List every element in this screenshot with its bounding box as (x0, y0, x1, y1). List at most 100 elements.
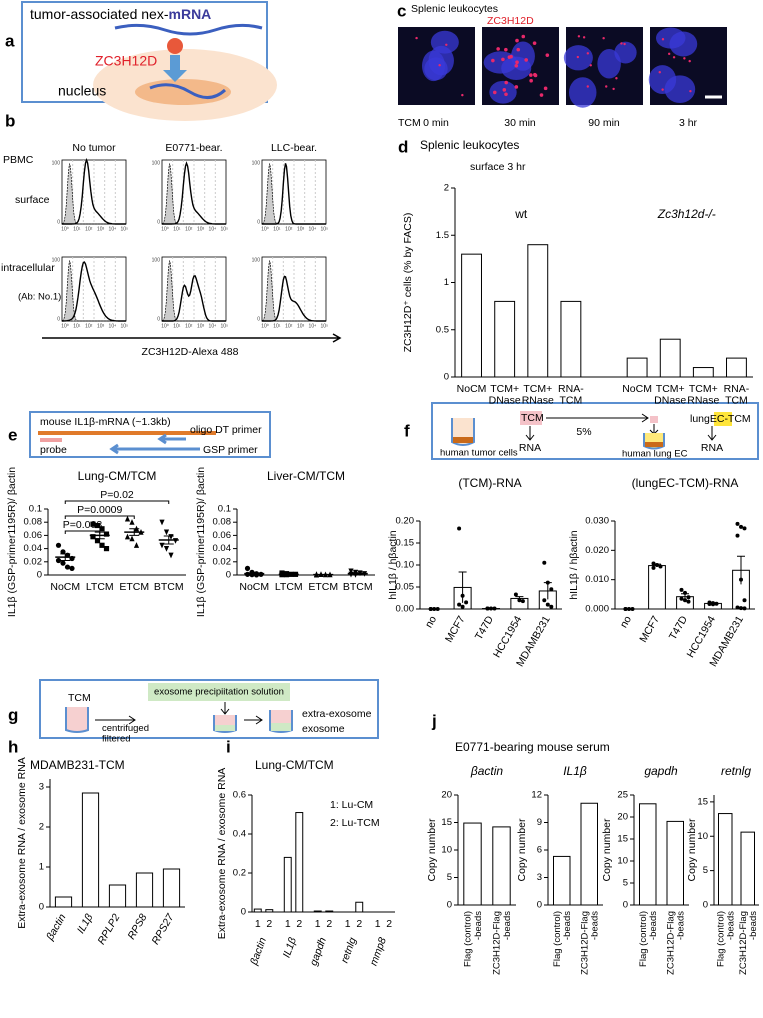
x-tick-label: RNA-TCM (558, 383, 584, 407)
xticks-text: 10¹ (273, 226, 281, 232)
point (735, 605, 740, 610)
stain-dot (545, 53, 550, 57)
stain-dot (582, 36, 586, 39)
y-tick-label: 0.1 (218, 504, 231, 515)
xticks-text: 10¹ (73, 226, 81, 232)
point (90, 534, 96, 540)
x-tick-label: NoCM (239, 581, 269, 593)
y-tick-label: 0.00 (396, 604, 415, 615)
x-tick-label: no (423, 614, 439, 630)
point (655, 563, 659, 567)
stain-dot (532, 41, 537, 45)
point (658, 564, 663, 569)
bar (580, 802, 598, 906)
panel-letters-text: a (5, 31, 15, 50)
xticks-text: 10¹ (273, 323, 281, 329)
point (542, 598, 547, 603)
x-tick-label: NoCM (622, 383, 652, 395)
panel-letters-text: h (8, 737, 18, 756)
point (432, 607, 437, 611)
point (542, 560, 547, 565)
stain-dot (543, 86, 548, 91)
point (739, 606, 743, 611)
point (679, 596, 684, 601)
xticks-text: 10² (185, 226, 193, 232)
histogram-curve (262, 163, 326, 225)
tcm-box (520, 411, 542, 425)
y-tick-label: 0.4 (233, 829, 246, 840)
stain-dot (521, 34, 526, 39)
y-tick-label: 0 (703, 900, 708, 911)
legend-entry: 1: Lu-CM (330, 799, 373, 811)
point (103, 531, 110, 537)
group-label: mmp8 (368, 936, 389, 968)
pbmc-text: PBMC (3, 154, 34, 166)
bar (639, 803, 657, 906)
y-tick-label: 0.04 (213, 543, 232, 554)
tcm-drop (650, 416, 658, 423)
text-line: -beads (748, 911, 759, 940)
point (129, 535, 135, 542)
stain-dot (529, 78, 533, 83)
chart-title: retnlg (721, 764, 751, 778)
p-value: P=0.003 (63, 519, 103, 531)
stain-dot (620, 42, 623, 45)
x-tick-label: no (618, 614, 634, 630)
point (60, 549, 66, 555)
chart-title: Lung-CM/TCM (78, 469, 157, 483)
point (711, 602, 715, 607)
text-line: -beads (472, 911, 483, 940)
nucleus-blob (569, 77, 597, 108)
title-part: tumor-associated nex- (30, 6, 169, 22)
stain-dot (602, 37, 605, 40)
bar (659, 338, 681, 378)
rna-text: RNA (701, 442, 723, 454)
text-line: Flag (control) (715, 911, 726, 967)
panel-letters-text: j (431, 711, 437, 730)
columns-text: No tumor (72, 142, 116, 154)
bar (283, 856, 292, 913)
bracket (64, 515, 135, 519)
stain-dot (667, 52, 671, 56)
group-label: gapdh (308, 936, 329, 968)
xticks-text: 10⁴ (209, 226, 217, 232)
bar (135, 872, 154, 908)
rna-text: RNA (519, 442, 541, 454)
chart-title: Lung-CM/TCM (255, 758, 334, 772)
treatment-text: TCM (398, 117, 421, 129)
nucleus-shape (135, 79, 231, 105)
x-tick-label: 1 (285, 918, 291, 930)
xticks-text: 10³ (197, 226, 205, 232)
extra-text: extra-exosome (302, 708, 372, 720)
group-label: βactin (248, 936, 269, 968)
stain-dot (504, 47, 508, 52)
stain-dot (683, 57, 686, 60)
stain-dot (658, 71, 661, 74)
point (679, 587, 684, 592)
point (457, 602, 462, 607)
y-tick-label: 0.030 (585, 516, 609, 527)
stain-dot (492, 90, 497, 95)
ratio-text: 5% (576, 426, 591, 438)
chart-title: (TCM)-RNA (458, 476, 521, 490)
point (545, 580, 550, 585)
y-tick-label: 0.05 (396, 582, 415, 593)
stain-dot (586, 85, 589, 88)
x-tick-label: RPLP2 (95, 912, 122, 947)
point (168, 552, 174, 559)
xticks-text: 10² (185, 323, 193, 329)
x-tick-label: TCM+ RNase (522, 383, 554, 407)
y-tick-label: 5 (447, 872, 452, 883)
yticks-text: 0 (257, 219, 260, 225)
y-axis-label: IL1β (GSP-primer1195R)/ βactin (6, 467, 18, 617)
stain-dot (576, 55, 580, 59)
text-line: TCM+ (656, 383, 685, 395)
point (683, 590, 687, 595)
y-axis-label: Extra-exosome RNA / exosome RNA (16, 757, 28, 929)
xticks-text: 10² (85, 226, 93, 232)
xticks-text: 10⁰ (61, 226, 69, 232)
chart-title: Liver-CM/TCM (267, 469, 345, 483)
nucleus-blob (669, 31, 698, 57)
xticks-text: 10⁵ (220, 226, 228, 232)
text-line: -beads (589, 911, 600, 940)
